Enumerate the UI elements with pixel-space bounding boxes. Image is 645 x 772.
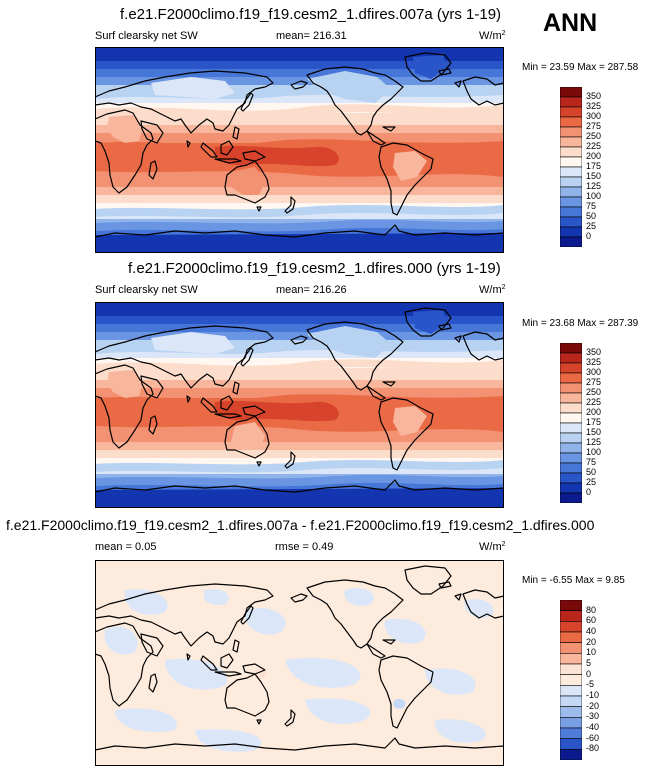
panel3-mean: mean = 0.05 — [95, 541, 157, 553]
panel1-map — [95, 47, 504, 253]
colorbar-tick-label: -80 — [586, 743, 600, 754]
colorbar-tick-label: 275 — [586, 121, 602, 131]
colorbar-tick-label: 50 — [586, 467, 597, 477]
colorbar-tick-label: 0 — [586, 487, 592, 497]
colorbar-tick-label: -10 — [586, 690, 600, 700]
colorbar-tick-label: 25 — [586, 221, 597, 231]
colorbar-tick-label: -5 — [586, 679, 595, 690]
colorbar-tick-label: 0 — [586, 668, 592, 679]
panel2-variable: Surf clearsky net SW — [95, 284, 198, 296]
colorbar-tick-label: -30 — [586, 711, 600, 722]
colorbar-tick-label: 350 — [586, 91, 602, 101]
panel3-title: f.e21.F2000climo.f19_f19.cesm2_1.dfires.… — [6, 517, 595, 533]
panel2-minmax: Min = 23.68 Max = 287.39 — [522, 318, 639, 329]
panel2-colorbar — [560, 343, 582, 503]
colorbar-tick-label: 80 — [586, 604, 597, 615]
colorbar-tick-label: 100 — [586, 447, 602, 457]
colorbar-tick-label: 325 — [586, 357, 602, 367]
colorbar-tick-label: 225 — [586, 141, 602, 151]
season-label: ANN — [543, 9, 598, 37]
colorbar-tick-label: 75 — [586, 201, 597, 211]
panel3-rmse: rmse = 0.49 — [275, 541, 334, 553]
colorbar-tick-label: 50 — [586, 211, 597, 221]
panel2-title: f.e21.F2000climo.f19_f19.cesm2_1.dfires.… — [128, 260, 501, 277]
colorbar-tick-label: 175 — [586, 417, 602, 427]
colorbar-tick-label: 300 — [586, 367, 602, 377]
colorbar-tick-label: 325 — [586, 101, 602, 111]
colorbar-tick-label: 100 — [586, 191, 602, 201]
colorbar-tick-label: 350 — [586, 347, 602, 357]
colorbar-tick-label: 125 — [586, 181, 602, 191]
colorbar-tick-label: 200 — [586, 407, 602, 417]
panel1-units: W/m2 — [479, 30, 506, 42]
colorbar-tick-label: 175 — [586, 161, 602, 171]
colorbar-tick-label: 10 — [586, 647, 597, 658]
colorbar-tick-label: 225 — [586, 397, 602, 407]
panel3-colorbar — [560, 600, 582, 760]
colorbar-tick-label: -60 — [586, 732, 600, 743]
panel2-mean: mean= 216.26 — [276, 284, 347, 296]
panel3-minmax: Min = -6.55 Max = 9.85 — [522, 575, 625, 586]
panel1-minmax: Min = 23.59 Max = 287.58 — [522, 62, 639, 73]
colorbar-tick-label: 150 — [586, 427, 602, 437]
colorbar-tick-label: 0 — [586, 231, 592, 241]
panel3-units: W/m2 — [479, 541, 506, 553]
panel1-colorbar — [560, 87, 582, 247]
panel3-map — [95, 560, 504, 766]
panel1-variable: Surf clearsky net SW — [95, 30, 198, 42]
colorbar-tick-label: 275 — [586, 377, 602, 387]
colorbar-tick-label: 25 — [586, 477, 597, 487]
colorbar-tick-label: 250 — [586, 387, 602, 397]
colorbar-tick-label: 125 — [586, 437, 602, 447]
panel1-title: f.e21.F2000climo.f19_f19.cesm2_1.dfires.… — [120, 6, 502, 23]
colorbar-tick-label: 300 — [586, 111, 602, 121]
colorbar-tick-label: 150 — [586, 171, 602, 181]
colorbar-tick-label: -40 — [586, 722, 600, 732]
colorbar-tick-label: 200 — [586, 151, 602, 161]
colorbar-tick-label: 60 — [586, 615, 597, 626]
panel2-map — [95, 302, 504, 508]
panel2-units: W/m2 — [479, 284, 506, 296]
colorbar-tick-label: 20 — [586, 636, 597, 647]
colorbar-tick-label: 75 — [586, 457, 597, 467]
colorbar-tick-label: 5 — [586, 658, 592, 668]
colorbar-tick-label: 250 — [586, 131, 602, 141]
colorbar-tick-label: -20 — [586, 700, 600, 711]
colorbar-tick-label: 40 — [586, 626, 597, 636]
panel1-mean: mean= 216.31 — [276, 30, 347, 42]
